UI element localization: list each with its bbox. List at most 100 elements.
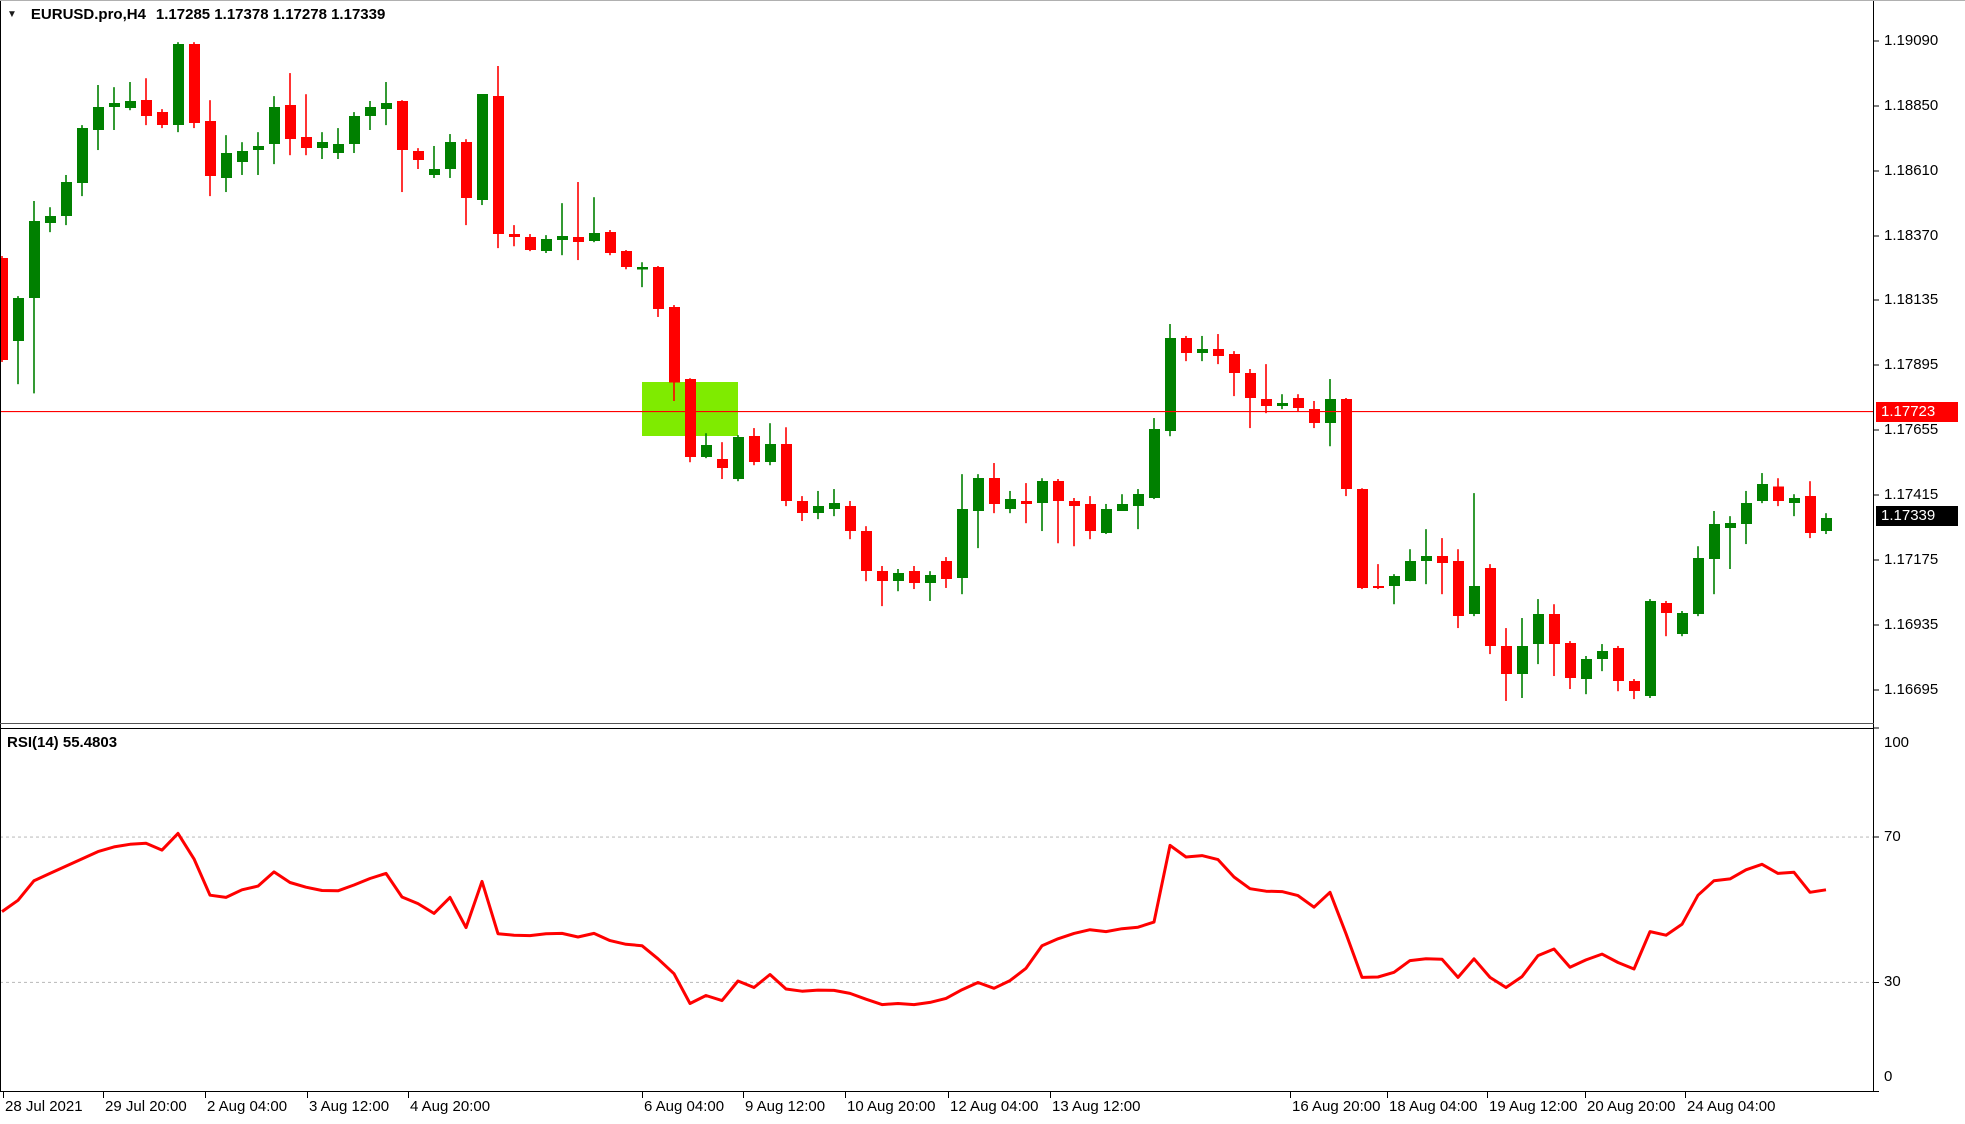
candle-body (781, 444, 792, 501)
time-axis-label: 2 Aug 04:00 (207, 1098, 288, 1115)
candle-body (29, 221, 40, 299)
candle-body (989, 478, 1000, 504)
candle-body (1229, 354, 1240, 374)
candle-body (205, 121, 216, 177)
candle-body (1165, 338, 1176, 432)
rsi-axis-label: 30 (1884, 973, 1901, 991)
chart-dropdown-icon[interactable]: ▼ (7, 8, 17, 20)
price-axis-label: 1.17175 (1884, 551, 1939, 569)
rsi-axis-label: 100 (1884, 734, 1910, 751)
chart-symbol-period: EURUSD.pro,H4 (30, 6, 146, 23)
candle-body (1021, 500, 1032, 504)
candle-body (1133, 494, 1144, 507)
time-axis-label: 9 Aug 12:00 (745, 1098, 826, 1115)
candle-body (1149, 429, 1160, 498)
candle-body (957, 509, 968, 579)
time-axis-label: 3 Aug 12:00 (309, 1098, 390, 1115)
rsi-axis-label: 70 (1884, 828, 1901, 846)
candle-body (397, 100, 408, 151)
candle-body (1661, 603, 1672, 614)
candle-body (1085, 503, 1096, 532)
candle-body (269, 107, 280, 145)
time-axis-label: 12 Aug 04:00 (950, 1098, 1039, 1115)
candle-body (1101, 509, 1112, 534)
candle-body (1357, 489, 1368, 588)
price-axis-label: 1.18610 (1884, 162, 1939, 180)
candle-body (509, 234, 520, 238)
candle-body (1341, 399, 1352, 490)
candle-body (1005, 499, 1016, 510)
candle-body (1293, 397, 1304, 409)
candle-body (1533, 613, 1544, 645)
candle-body (221, 153, 232, 178)
candle-body (1597, 651, 1608, 659)
price-axis-label: 1.17655 (1884, 420, 1939, 438)
main-price-pane[interactable] (0, 1, 1873, 724)
candle-body (941, 561, 952, 580)
price-axis-label: 1.16935 (1884, 616, 1939, 634)
time-axis-label: 19 Aug 12:00 (1489, 1098, 1578, 1115)
time-axis-label: 4 Aug 20:00 (410, 1098, 491, 1115)
candle-body (237, 151, 248, 162)
candle-body (1645, 600, 1656, 697)
candle-body (61, 182, 72, 217)
candle-body (1709, 524, 1720, 560)
current-price-marker: 1.17339 (1876, 505, 1958, 526)
candle-body (1757, 484, 1768, 501)
candle-body (1741, 503, 1752, 525)
candle-body (1309, 409, 1320, 424)
rsi-line (1, 831, 1827, 1007)
candle-body (1389, 576, 1400, 587)
candle-body (1213, 348, 1224, 356)
candle-body (749, 436, 760, 463)
candle-body (445, 142, 456, 170)
candle-body (381, 103, 392, 110)
candle-body (1677, 613, 1688, 635)
time-axis-label: 24 Aug 04:00 (1687, 1098, 1776, 1115)
candle-body (909, 571, 920, 584)
candle-body (493, 96, 504, 235)
candle-body (717, 459, 728, 469)
candle-body (109, 103, 120, 108)
candle-body (669, 307, 680, 383)
rsi-indicator-pane[interactable] (0, 728, 1873, 1091)
candle-body (1629, 681, 1640, 692)
candle-body (1565, 642, 1576, 678)
candle-body (285, 105, 296, 140)
candle-body (1581, 658, 1592, 680)
candle-body (1725, 523, 1736, 529)
candle-body (541, 239, 552, 252)
candle-body (829, 503, 840, 510)
candle-body (893, 573, 904, 582)
time-axis-label: 28 Jul 2021 (5, 1098, 83, 1115)
candle-body (1469, 586, 1480, 614)
candle-body (141, 100, 152, 117)
price-axis-label: 1.17895 (1884, 355, 1939, 373)
candle-body (301, 137, 312, 149)
time-axis-label: 18 Aug 04:00 (1389, 1098, 1478, 1115)
candle-body (93, 107, 104, 130)
candle-body (1821, 518, 1832, 532)
candle-body (0, 258, 8, 361)
candle-body (925, 574, 936, 584)
candle-body (1069, 500, 1080, 507)
candle-body (317, 142, 328, 149)
candle-body (349, 116, 360, 145)
candle-body (701, 445, 712, 458)
candle-body (1117, 503, 1128, 512)
candle-body (429, 169, 440, 175)
time-axis-label: 13 Aug 12:00 (1052, 1098, 1141, 1115)
candle-body (77, 128, 88, 184)
candle-body (333, 144, 344, 154)
candle-body (685, 379, 696, 458)
candle-body (1789, 497, 1800, 504)
time-axis-label: 16 Aug 20:00 (1292, 1098, 1381, 1115)
candle-body (157, 112, 168, 126)
candle-body (1453, 561, 1464, 617)
candle-body (861, 531, 872, 572)
hline-price-marker[interactable]: 1.17723 (1876, 401, 1958, 422)
price-axis-label: 1.18135 (1884, 290, 1939, 308)
candle-body (653, 267, 664, 310)
